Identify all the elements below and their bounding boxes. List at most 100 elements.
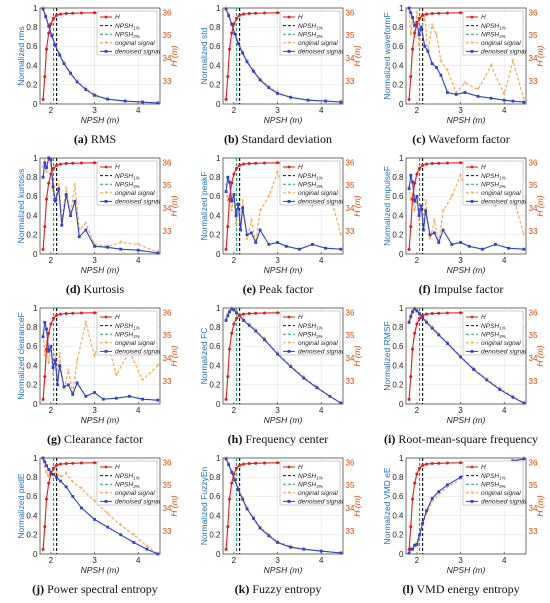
denoised-signal-point [41, 175, 45, 179]
caption-text: Root-mean-square frequency [395, 432, 538, 446]
y2-tick-label: 33 [529, 77, 538, 86]
head-curve-point [242, 462, 246, 466]
y-tick-label: 0 [216, 100, 221, 109]
head-curve-point [64, 11, 68, 15]
denoised-signal-point [233, 478, 237, 482]
original-signal-point: * [424, 198, 428, 206]
x-axis-label: NPSH (m) [447, 265, 486, 275]
legend-denoised-marker [287, 350, 291, 353]
original-signal-point: * [407, 551, 411, 559]
legend-denoised-label: denoised signal [115, 199, 161, 206]
legend-npsh3-subscript: 3% [316, 484, 323, 489]
y-axis-label: Normalized peakF [199, 172, 209, 241]
original-signal-point: * [119, 239, 123, 247]
original-signal-point: * [51, 372, 55, 380]
denoised-signal-point [84, 88, 88, 91]
y-tick-label: 0.6 [392, 342, 404, 351]
panel-e: ********************23400.20.40.60.81333… [199, 154, 362, 296]
panel-d: *******************23400.20.40.60.813334… [16, 154, 179, 296]
y2-tick-label: 33 [163, 377, 172, 386]
x-axis-label: NPSH (m) [447, 115, 486, 125]
denoised-signal-point [241, 206, 245, 210]
head-curve-point [230, 481, 234, 485]
legend-h-label: H [481, 314, 486, 321]
y2-tick-label: 35 [163, 31, 172, 40]
original-signal-point: * [433, 217, 437, 225]
legend-denoised-marker [104, 50, 108, 53]
legend-denoised-label: denoised signal [115, 499, 161, 506]
y2-tick-label: 35 [163, 481, 172, 490]
x-tick-label: 4 [136, 256, 141, 265]
caption-text: Clearance factor [61, 432, 143, 446]
denoised-signal-point [224, 457, 228, 461]
head-curve-point [43, 75, 47, 79]
x-tick-label: 2 [415, 256, 420, 265]
head-curve-point [247, 11, 251, 15]
denoised-signal-point [236, 42, 240, 45]
original-signal-point: * [446, 483, 450, 491]
x-tick-label: 2 [232, 256, 237, 265]
denoised-signal-point [228, 310, 231, 314]
legend-denoised-label: denoised signal [115, 49, 161, 56]
y-tick-label: 0.2 [26, 381, 38, 390]
legend-npsh3-subscript: 3% [499, 34, 506, 39]
y-tick-label: 0.2 [392, 231, 404, 240]
y2-axis-label: H (m) [169, 45, 179, 66]
legend-npsh1-label: NPSH1% [115, 323, 140, 331]
head-curve-point [52, 16, 56, 20]
plot-frame [405, 457, 527, 555]
head-curve-point [41, 547, 45, 551]
head-curve-point [228, 497, 232, 501]
original-signal-point: * [425, 510, 429, 518]
legend-npsh1-subscript: 1% [499, 325, 506, 330]
legend-npsh1-label: NPSH1% [298, 173, 323, 181]
denoised-signal-point [232, 193, 236, 196]
legend-npsh3-label: NPSH3% [115, 331, 140, 339]
denoised-signal-point [228, 180, 231, 184]
denoised-signal-point [156, 398, 160, 402]
legend-npsh1-subscript: 1% [133, 175, 140, 180]
head-curve-point [411, 47, 415, 51]
legend-npsh3-label: NPSH3% [298, 181, 323, 189]
legend-denoised-marker [104, 200, 108, 203]
head-curve-point [55, 13, 59, 17]
head-curve-point [64, 161, 68, 165]
y-tick-label: 0.2 [26, 231, 38, 240]
denoised-signal-point [71, 495, 75, 498]
denoised-signal-point [522, 457, 526, 461]
denoised-signal-point [52, 472, 55, 476]
x-tick-label: 2 [415, 106, 420, 115]
caption-text: VMD energy entropy [414, 582, 520, 596]
head-curve-point [437, 461, 441, 465]
head-curve-point [437, 311, 441, 315]
y-tick-label: 0.4 [209, 511, 221, 520]
panel-f: ********************23400.20.40.60.81333… [382, 154, 545, 296]
denoised-signal-point [437, 490, 441, 493]
head-curve-point [49, 322, 53, 326]
head-curve-point [93, 461, 97, 465]
legend: H NPSH1%NPSH3% * original signal denoised si… [96, 160, 161, 206]
denoised-signal-point [418, 533, 421, 537]
denoised-signal-point [450, 243, 454, 246]
caption-text: Standard deviation [239, 132, 332, 146]
denoised-signal-point [409, 173, 413, 177]
y-tick-label: 1 [399, 154, 404, 163]
y-tick-label: 1 [33, 154, 38, 163]
legend-h-label: H [115, 464, 120, 471]
legend-original-marker: * [105, 341, 108, 347]
y-tick-label: 0 [216, 550, 221, 559]
y-tick-label: 0.2 [209, 81, 221, 90]
y-tick-label: 0.4 [26, 211, 38, 220]
y-tick-label: 0.8 [392, 23, 404, 32]
y2-tick-label: 36 [163, 458, 172, 467]
x-tick-label: 2 [49, 556, 54, 565]
denoised-signal-point [128, 394, 131, 398]
legend-original-marker: * [105, 41, 108, 47]
y-tick-label: 0.4 [209, 361, 221, 370]
denoised-signal-point [494, 243, 497, 246]
caption-text: Power spectral entropy [44, 582, 158, 596]
head-curve-point [79, 311, 83, 315]
x-tick-label: 3 [458, 406, 463, 415]
head-curve-point [415, 472, 419, 476]
